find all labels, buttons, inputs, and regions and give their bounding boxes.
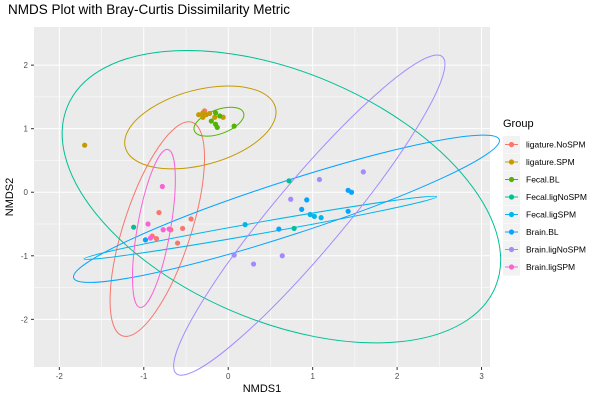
point-brain-lignospm (250, 261, 257, 267)
point-fecal-ligspm (242, 222, 248, 228)
point-brain-ligspm (166, 226, 172, 232)
point-fecal-lignospm (286, 178, 292, 184)
point-fecal-bl (208, 118, 214, 124)
x-tick-label: 0 (226, 372, 231, 381)
point-brain-lignospm (288, 196, 294, 202)
point-fecal-ligspm (311, 213, 317, 219)
point-brain-bl (348, 189, 355, 195)
point-brain-bl (304, 197, 310, 203)
legend-label-fecal-lignospm: Fecal.ligNoSPM (526, 192, 587, 202)
x-tick-label: -2 (56, 372, 64, 381)
legend-key-dot (508, 194, 515, 200)
x-tick-label: 1 (310, 372, 315, 381)
x-tick-label: -1 (140, 372, 148, 381)
legend-label-brain-lignospm: Brain.ligNoSPM (526, 245, 586, 255)
x-axis-ticks: -2 -1 0 1 2 3 (56, 367, 484, 381)
legend-key-dot (508, 264, 515, 270)
point-ligature-spm (82, 142, 88, 148)
point-fecal-ligspm (318, 215, 324, 221)
point-ligature-spm (207, 110, 213, 117)
y-tick-label: 2 (24, 61, 29, 70)
legend-key-dot (508, 246, 515, 253)
point-fecal-bl (231, 123, 237, 129)
point-brain-ligspm (145, 221, 151, 227)
legend-key-dot (508, 229, 515, 235)
legend-key-dot (508, 176, 515, 183)
legend-key-dot (508, 159, 515, 165)
ellipse-brain-lignospm (173, 54, 446, 376)
point-ligature-nospm (156, 209, 162, 216)
legend-label-brain-bl: Brain.BL (526, 227, 559, 237)
ellipse-ligature-spm (124, 85, 277, 170)
point-ligature-nospm (180, 225, 186, 232)
y-tick-label: 1 (24, 125, 29, 134)
legend-title: Group (503, 118, 534, 130)
point-brain-bl (345, 208, 351, 214)
point-fecal-lignospm (291, 225, 297, 232)
point-ligature-nospm (188, 216, 194, 222)
point-brain-lignospm (279, 253, 285, 259)
ellipse-fecal-lignospm (61, 49, 502, 344)
y-tick-label: 0 (24, 188, 29, 197)
ellipse-ligature-nospm (109, 121, 206, 337)
point-ligature-nospm (174, 240, 181, 246)
legend-label-fecal-bl: Fecal.BL (526, 175, 560, 185)
point-ligature-spm (196, 112, 202, 118)
legend-label-ligature-spm: ligature.SPM (526, 157, 575, 167)
point-ligature-spm (212, 114, 218, 120)
confidence-ellipses (61, 49, 502, 376)
y-tick-label: -1 (21, 252, 29, 261)
point-ligature-spm (200, 110, 206, 116)
legend-key-dot (508, 141, 515, 148)
point-fecal-bl (217, 113, 223, 119)
point-brain-lignospm (316, 176, 323, 183)
point-brain-lignospm (231, 252, 237, 258)
x-axis-title: NMDS1 (243, 383, 282, 395)
legend: Group ligature.NoSPM ligature.SPM Fecal.BL… (503, 118, 587, 276)
grid-minor (34, 27, 490, 367)
legend-label-fecal-ligspm: Fecal.ligSPM (526, 210, 576, 220)
chart-title: NMDS Plot with Bray-Curtis Dissimilarity… (8, 2, 290, 17)
point-brain-bl (142, 237, 149, 243)
point-brain-ligspm (147, 235, 154, 241)
ellipse-brain-bl (73, 134, 500, 283)
point-brain-ligspm (159, 183, 165, 190)
point-fecal-bl (212, 110, 219, 116)
point-brain-bl (299, 206, 305, 212)
legend-label-brain-ligspm: Brain.ligSPM (526, 262, 575, 272)
y-axis-title: NMDS2 (4, 178, 16, 217)
point-brain-bl (276, 226, 282, 232)
legend-label-ligature-nospm: ligature.NoSPM (526, 140, 586, 150)
x-tick-label: 3 (479, 372, 484, 381)
point-brain-ligspm (160, 227, 166, 233)
point-brain-lignospm (360, 169, 366, 175)
y-axis-ticks: -2 -1 0 1 2 (21, 61, 34, 324)
ellipse-fecal-ligspm (83, 195, 438, 260)
point-fecal-lignospm (131, 224, 137, 230)
y-tick-label: -2 (21, 315, 29, 324)
point-ligature-nospm (153, 236, 160, 242)
legend-key-dot (508, 211, 515, 218)
x-tick-label: 2 (395, 372, 400, 381)
point-fecal-bl (214, 124, 220, 131)
data-points (82, 108, 366, 267)
point-fecal-ligspm (307, 211, 313, 218)
